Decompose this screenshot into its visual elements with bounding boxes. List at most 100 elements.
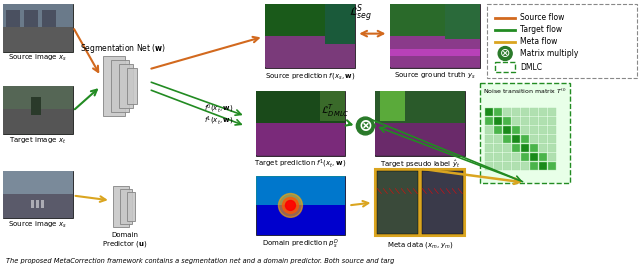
Bar [548, 153, 556, 161]
Bar [31, 200, 34, 209]
Bar [503, 117, 511, 125]
Bar [548, 144, 556, 152]
Bar [512, 162, 520, 170]
Bar [494, 126, 502, 134]
Bar [503, 126, 511, 134]
Bar [266, 4, 355, 36]
Bar [375, 91, 465, 156]
Bar [3, 86, 73, 109]
Bar [512, 108, 520, 116]
Circle shape [356, 117, 374, 135]
Bar [3, 193, 73, 218]
Bar [548, 117, 556, 125]
Bar [521, 162, 529, 170]
Bar [3, 4, 73, 51]
Bar [494, 144, 502, 152]
Bar [41, 200, 44, 209]
Bar [118, 64, 132, 108]
Bar [521, 135, 529, 143]
Bar [375, 91, 465, 123]
Bar [539, 117, 547, 125]
Circle shape [498, 47, 512, 61]
Bar [255, 91, 346, 123]
Bar [120, 189, 132, 224]
Text: Target image $x_t$: Target image $x_t$ [9, 136, 67, 146]
Bar [375, 169, 465, 236]
Bar [485, 162, 493, 170]
Bar [390, 49, 480, 57]
Bar [494, 108, 502, 116]
Text: ⊗: ⊗ [358, 117, 372, 135]
Bar [255, 123, 346, 155]
Bar [521, 117, 529, 125]
Bar [539, 162, 547, 170]
Bar [539, 144, 547, 152]
Bar [512, 126, 520, 134]
Bar [102, 57, 125, 116]
Bar [3, 86, 73, 134]
Text: DMLC: DMLC [520, 63, 542, 72]
Bar [521, 144, 529, 152]
Bar [530, 153, 538, 161]
Bar [6, 10, 20, 27]
Bar [494, 162, 502, 170]
Bar [512, 117, 520, 125]
Bar [512, 144, 520, 152]
Text: Source image $x_s$: Source image $x_s$ [8, 220, 67, 230]
Bar [485, 126, 493, 134]
Bar [530, 144, 538, 152]
Bar [3, 171, 73, 218]
Bar [255, 176, 346, 235]
Text: $f^1(x_t,\mathbf{w})$: $f^1(x_t,\mathbf{w})$ [204, 115, 234, 127]
Bar [548, 108, 556, 116]
Bar [390, 36, 480, 67]
Bar [127, 68, 137, 104]
Bar [485, 108, 493, 116]
Text: The proposed MetaCorrection framework contains a segmentation net and a domain p: The proposed MetaCorrection framework co… [6, 258, 394, 264]
Text: Target flow: Target flow [520, 25, 563, 34]
Text: $\mathcal{L}^S_{seg}$: $\mathcal{L}^S_{seg}$ [349, 3, 372, 25]
Bar [390, 4, 480, 68]
Bar [266, 36, 355, 67]
Text: Target prediction $f^1(x_t,\mathbf{w})$: Target prediction $f^1(x_t,\mathbf{w})$ [254, 158, 346, 170]
Bar [24, 10, 38, 27]
Text: Noise transition matrix $T^{(l)}$: Noise transition matrix $T^{(l)}$ [483, 87, 567, 96]
Text: Meta flow: Meta flow [520, 37, 557, 46]
Bar [3, 109, 73, 134]
Bar [548, 162, 556, 170]
Bar [3, 27, 73, 51]
Text: Meta data $(x_m, y_m)$: Meta data $(x_m, y_m)$ [387, 240, 454, 250]
Bar [494, 117, 502, 125]
Bar [503, 108, 511, 116]
Bar [480, 83, 570, 183]
Bar [3, 4, 73, 27]
Bar [539, 126, 547, 134]
Bar [521, 108, 529, 116]
Bar [390, 4, 480, 36]
Text: Source prediction $f(x_s,\mathbf{w})$: Source prediction $f(x_s,\mathbf{w})$ [266, 71, 356, 81]
Bar [530, 108, 538, 116]
Bar [503, 153, 511, 161]
Bar [445, 4, 480, 39]
Bar [548, 126, 556, 134]
Bar [325, 4, 355, 44]
Bar [512, 153, 520, 161]
Bar [380, 91, 405, 121]
Bar [36, 200, 39, 209]
Text: $f^0(x_t,\mathbf{w})$: $f^0(x_t,\mathbf{w})$ [204, 103, 234, 115]
Bar [113, 185, 129, 227]
Bar [31, 97, 41, 115]
Bar [321, 91, 346, 121]
Bar [375, 123, 465, 155]
Text: Domain prediction $p_s^D$: Domain prediction $p_s^D$ [262, 237, 339, 251]
Bar [266, 4, 355, 68]
Bar [485, 144, 493, 152]
Circle shape [285, 200, 296, 210]
Bar [539, 108, 547, 116]
Bar [530, 117, 538, 125]
Bar [485, 117, 493, 125]
Text: Segmentation Net ($\mathbf{w}$): Segmentation Net ($\mathbf{w}$) [79, 42, 166, 55]
Bar [539, 153, 547, 161]
Bar [485, 135, 493, 143]
Bar [485, 153, 493, 161]
